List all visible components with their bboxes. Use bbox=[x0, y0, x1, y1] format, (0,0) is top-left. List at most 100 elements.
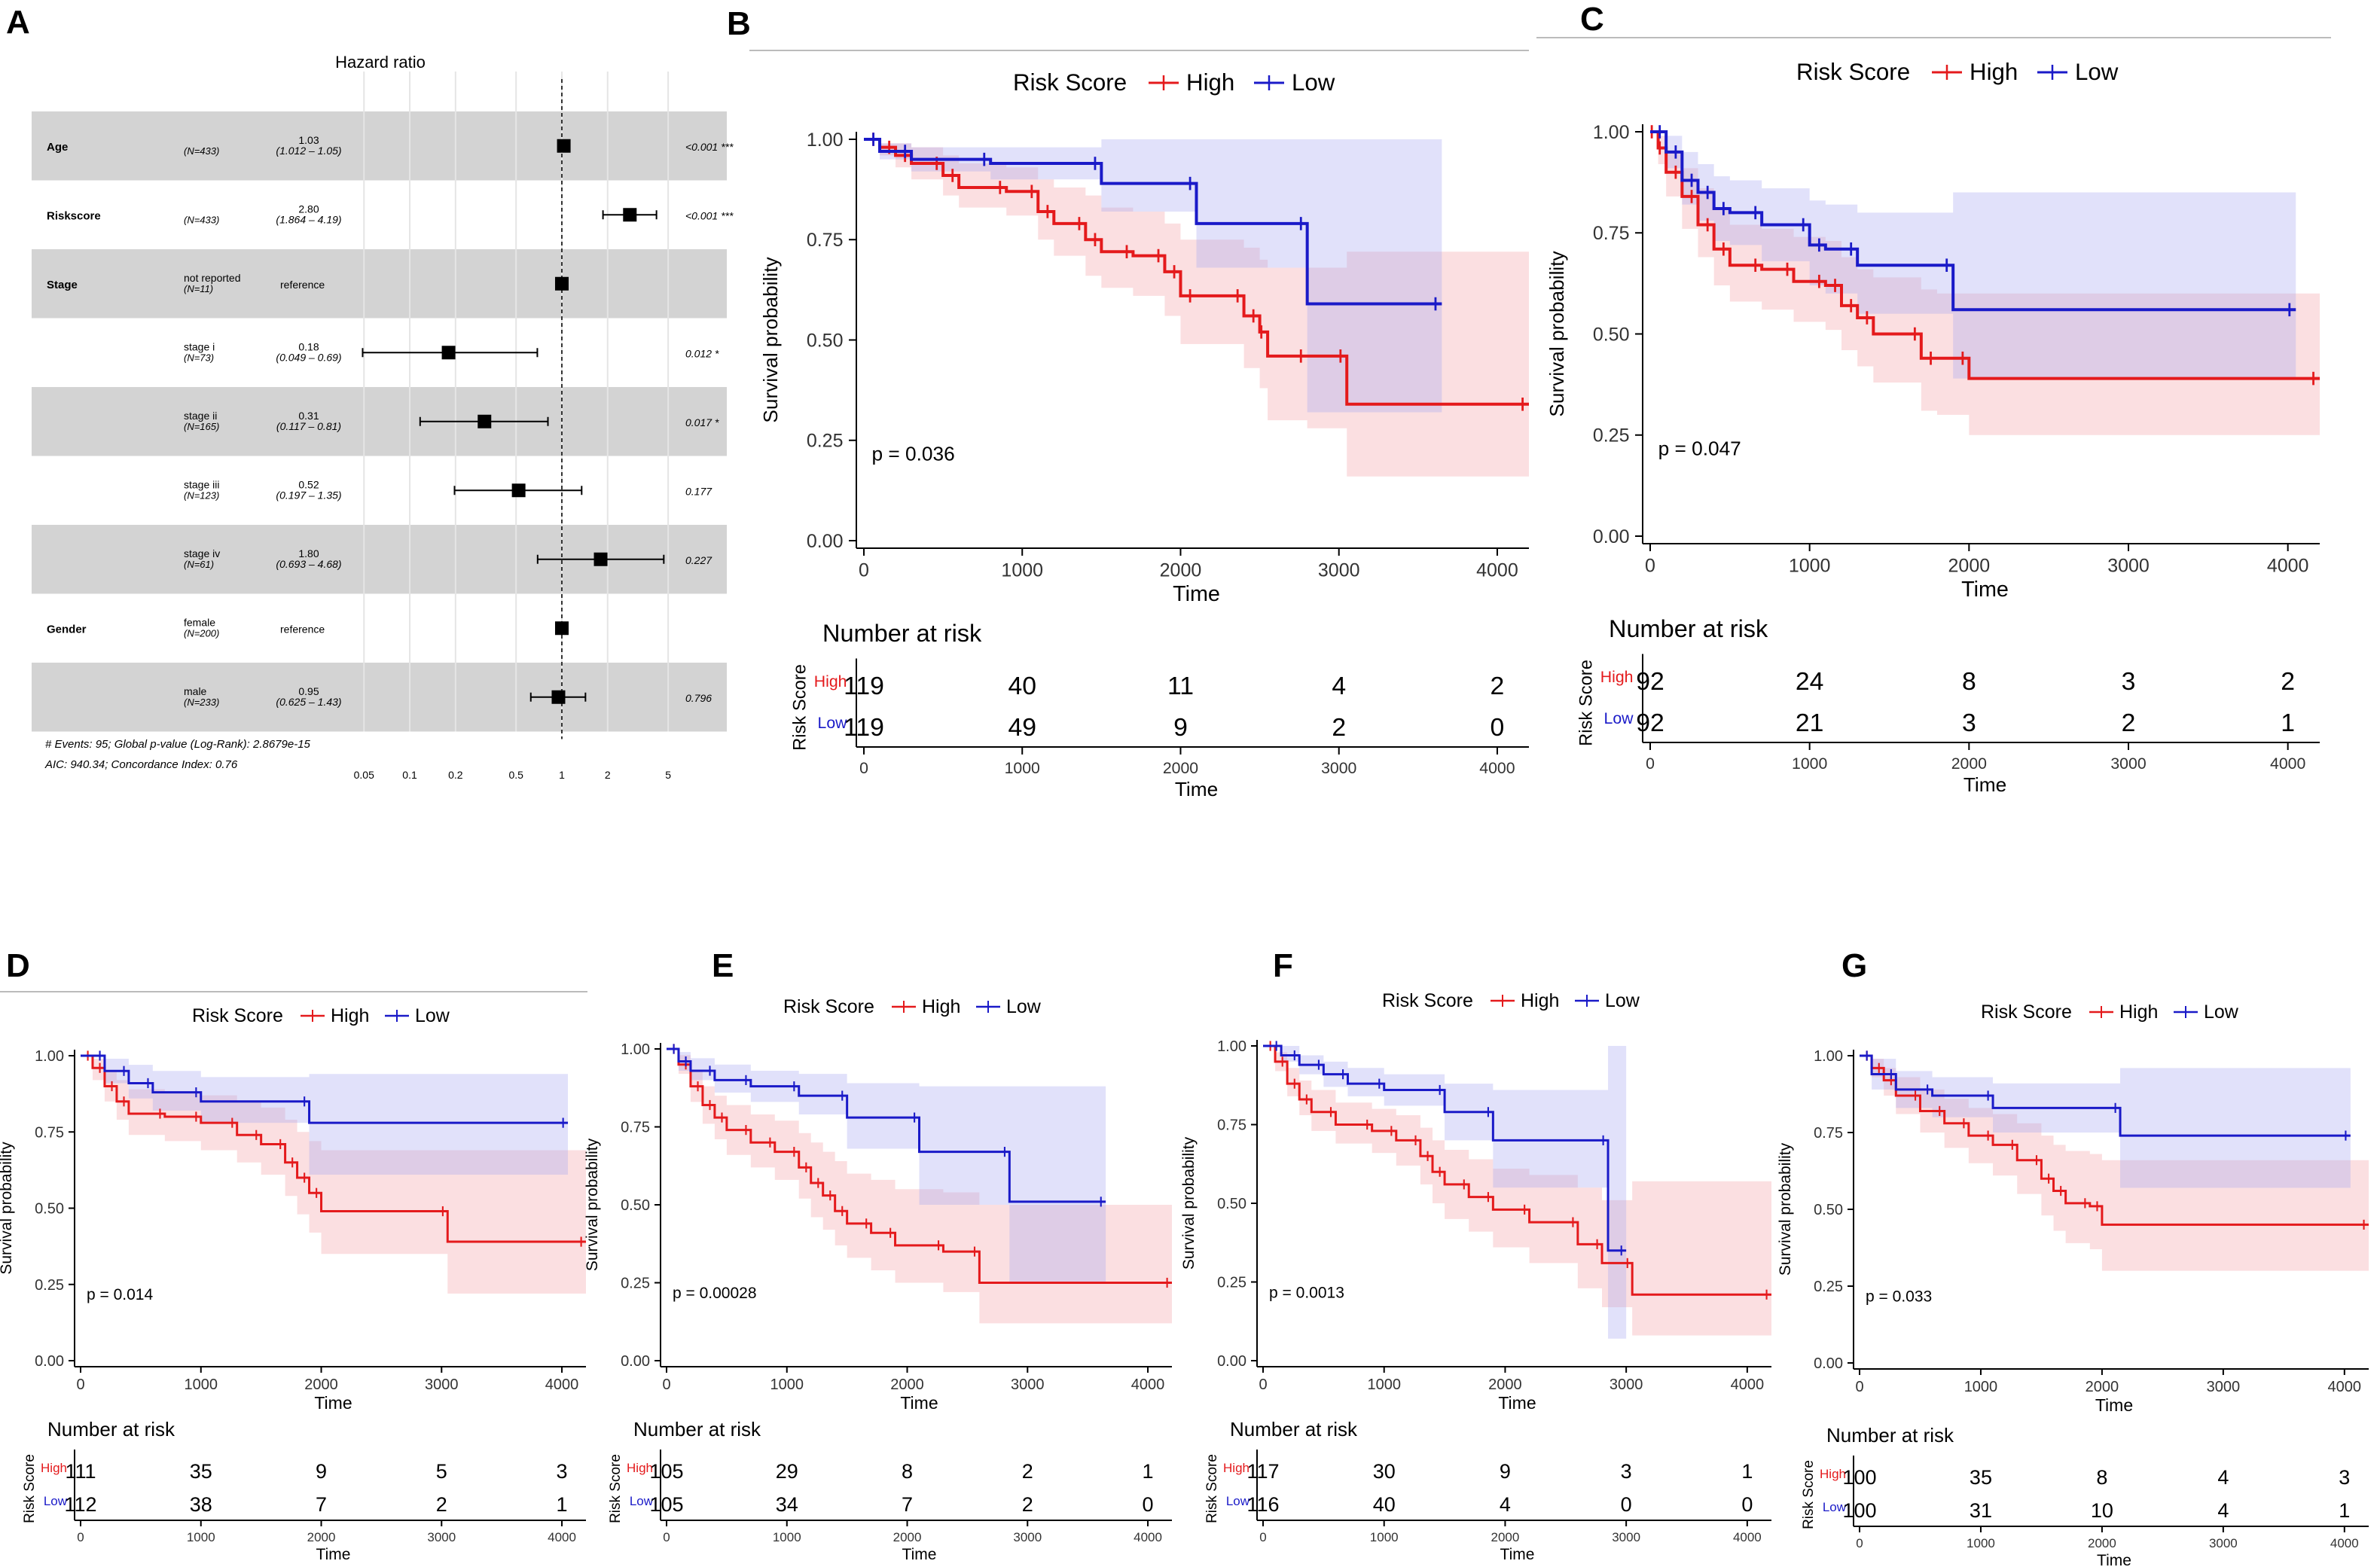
forest-x-tick-label: 0.2 bbox=[448, 769, 463, 781]
risk-x-title-d: Time bbox=[316, 1546, 351, 1563]
risk-count-high: 2 bbox=[2281, 667, 2295, 696]
risk-x-tick-label-f: 1000 bbox=[1370, 1530, 1399, 1544]
forest-n-label: (N=433) bbox=[184, 145, 219, 157]
risk-count-low: 7 bbox=[316, 1493, 327, 1516]
x-tick-label-b: 2000 bbox=[1160, 560, 1202, 581]
legend-label-low-d: Low bbox=[415, 1005, 450, 1026]
km-curve-high-g bbox=[1860, 1054, 2369, 1226]
risk-count-low: 31 bbox=[1970, 1499, 1992, 1522]
risk-count-high: 35 bbox=[1970, 1466, 1992, 1489]
forest-x-tick-label: 0.05 bbox=[354, 769, 374, 781]
ci-band-high-g bbox=[1860, 1056, 2369, 1271]
forest-var-label: Age bbox=[47, 141, 68, 154]
risk-x-tick-label-g: 1000 bbox=[1967, 1536, 1995, 1550]
risk-count-low: 1 bbox=[2281, 709, 2295, 737]
risk-count-high: 35 bbox=[190, 1460, 212, 1483]
forest-level-label: male bbox=[184, 685, 207, 697]
y-tick-label-e: 0.25 bbox=[621, 1276, 650, 1292]
risk-x-tick-label-g: 0 bbox=[1856, 1536, 1863, 1550]
risk-x-tick-label-b: 2000 bbox=[1163, 759, 1198, 777]
y-tick-label-b: 0.25 bbox=[807, 431, 844, 452]
risk-count-low: 2 bbox=[1022, 1493, 1033, 1516]
risk-row-label-high: High bbox=[1820, 1467, 1846, 1481]
risk-count-low: 10 bbox=[2091, 1499, 2113, 1522]
forest-point-estimate bbox=[623, 208, 637, 222]
risk-row-label-low: Low bbox=[1226, 1494, 1250, 1508]
risk-table-ylabel-f: Risk Score bbox=[1204, 1454, 1220, 1523]
forest-ci-text: (1.012 – 1.05) bbox=[276, 145, 341, 157]
forest-plot: Hazard ratio Age (N=433) 1.03(1.012 – 1.05)… bbox=[32, 53, 734, 781]
y-tick-label-d: 0.25 bbox=[35, 1277, 64, 1294]
risk-x-tick-label-d: 0 bbox=[77, 1530, 84, 1544]
x-tick-label-f: 2000 bbox=[1488, 1376, 1522, 1393]
p-value-c: p = 0.047 bbox=[1658, 437, 1741, 460]
risk-table-title-f: Number at risk bbox=[1230, 1418, 1358, 1440]
legend-title-b: Risk Score bbox=[1013, 69, 1127, 96]
risk-count-low: 0 bbox=[1621, 1493, 1632, 1516]
km-curve-low-b bbox=[864, 138, 1442, 306]
legend-label-high-e: High bbox=[922, 996, 960, 1017]
legend-label-high-g: High bbox=[2119, 1001, 2158, 1023]
y-tick-label-b: 0.75 bbox=[807, 230, 844, 251]
risk-table-title-c: Number at risk bbox=[1609, 615, 1768, 642]
legend-title-g: Risk Score bbox=[1981, 1001, 2072, 1023]
forest-row-shade bbox=[32, 663, 727, 732]
forest-level-label: stage i bbox=[184, 340, 215, 352]
x-tick-label-g: 0 bbox=[1855, 1379, 1863, 1395]
forest-hr-value: 0.52 bbox=[298, 478, 319, 490]
legend-label-low-g: Low bbox=[2204, 1001, 2239, 1023]
km-curve-high-e bbox=[667, 1047, 1172, 1284]
panel-label-g: G bbox=[1841, 947, 1867, 984]
risk-count-low: 9 bbox=[1173, 713, 1188, 742]
risk-count-high: 3 bbox=[2122, 667, 2136, 696]
forest-n-label: (N=11) bbox=[184, 283, 213, 294]
ci-band-low-c bbox=[1650, 132, 2296, 379]
forest-ci-text: (0.197 – 1.35) bbox=[276, 489, 341, 501]
y-axis-title-e: Survival probability bbox=[584, 1138, 601, 1271]
risk-count-low: 0 bbox=[1143, 1493, 1154, 1516]
legend-label-high-b: High bbox=[1186, 69, 1234, 96]
legend-label-low-b: Low bbox=[1292, 69, 1335, 96]
risk-count-high: 9 bbox=[1500, 1460, 1511, 1483]
y-tick-label-f: 0.25 bbox=[1217, 1275, 1246, 1291]
x-tick-label-f: 1000 bbox=[1367, 1376, 1401, 1393]
y-tick-label-c: 0.50 bbox=[1593, 324, 1630, 345]
risk-table-title-g: Number at risk bbox=[1826, 1424, 1954, 1447]
x-tick-label-f: 0 bbox=[1259, 1376, 1267, 1393]
risk-x-tick-label-d: 3000 bbox=[427, 1530, 456, 1544]
y-tick-label-b: 1.00 bbox=[807, 130, 844, 151]
legend-title-e: Risk Score bbox=[783, 996, 874, 1017]
risk-x-title-b: Time bbox=[1175, 778, 1218, 800]
risk-x-tick-label-b: 3000 bbox=[1321, 759, 1356, 777]
forest-x-tick-label: 5 bbox=[665, 769, 671, 781]
forest-level-label: stage ii bbox=[184, 410, 217, 422]
risk-count-high: 119 bbox=[844, 672, 884, 700]
forest-hr-value: 1.03 bbox=[298, 134, 319, 146]
forest-n-label: (N=73) bbox=[184, 352, 214, 363]
y-tick-label-g: 0.50 bbox=[1814, 1202, 1843, 1218]
risk-x-tick-label-c: 1000 bbox=[1792, 755, 1827, 773]
km-curve-high-b bbox=[864, 138, 1529, 406]
forest-p-value: 0.177 bbox=[685, 485, 712, 497]
y-tick-label-d: 0.50 bbox=[35, 1201, 64, 1218]
risk-x-tick-label-g: 3000 bbox=[2209, 1536, 2238, 1550]
risk-row-label-high: High bbox=[627, 1461, 653, 1475]
risk-count-low: 21 bbox=[1796, 709, 1824, 737]
risk-x-tick-label-d: 4000 bbox=[548, 1530, 576, 1544]
y-tick-label-g: 0.75 bbox=[1814, 1125, 1843, 1142]
x-tick-label-d: 4000 bbox=[545, 1376, 579, 1393]
forest-point-estimate bbox=[551, 690, 566, 704]
x-tick-label-c: 3000 bbox=[2107, 556, 2150, 577]
forest-footnote-aic: AIC: 940.34; Concordance Index: 0.76 bbox=[44, 758, 238, 771]
legend-label-high-f: High bbox=[1521, 990, 1559, 1011]
y-tick-label-f: 0.00 bbox=[1217, 1353, 1246, 1370]
risk-count-high: 4 bbox=[2217, 1466, 2229, 1489]
forest-x-tick-label: 0.1 bbox=[402, 769, 417, 781]
y-tick-label-d: 1.00 bbox=[35, 1048, 64, 1065]
p-value-b: p = 0.036 bbox=[872, 442, 955, 465]
x-tick-label-c: 0 bbox=[1645, 556, 1655, 577]
risk-count-high: 2 bbox=[1022, 1460, 1033, 1483]
km-curve-high-d bbox=[81, 1054, 586, 1243]
